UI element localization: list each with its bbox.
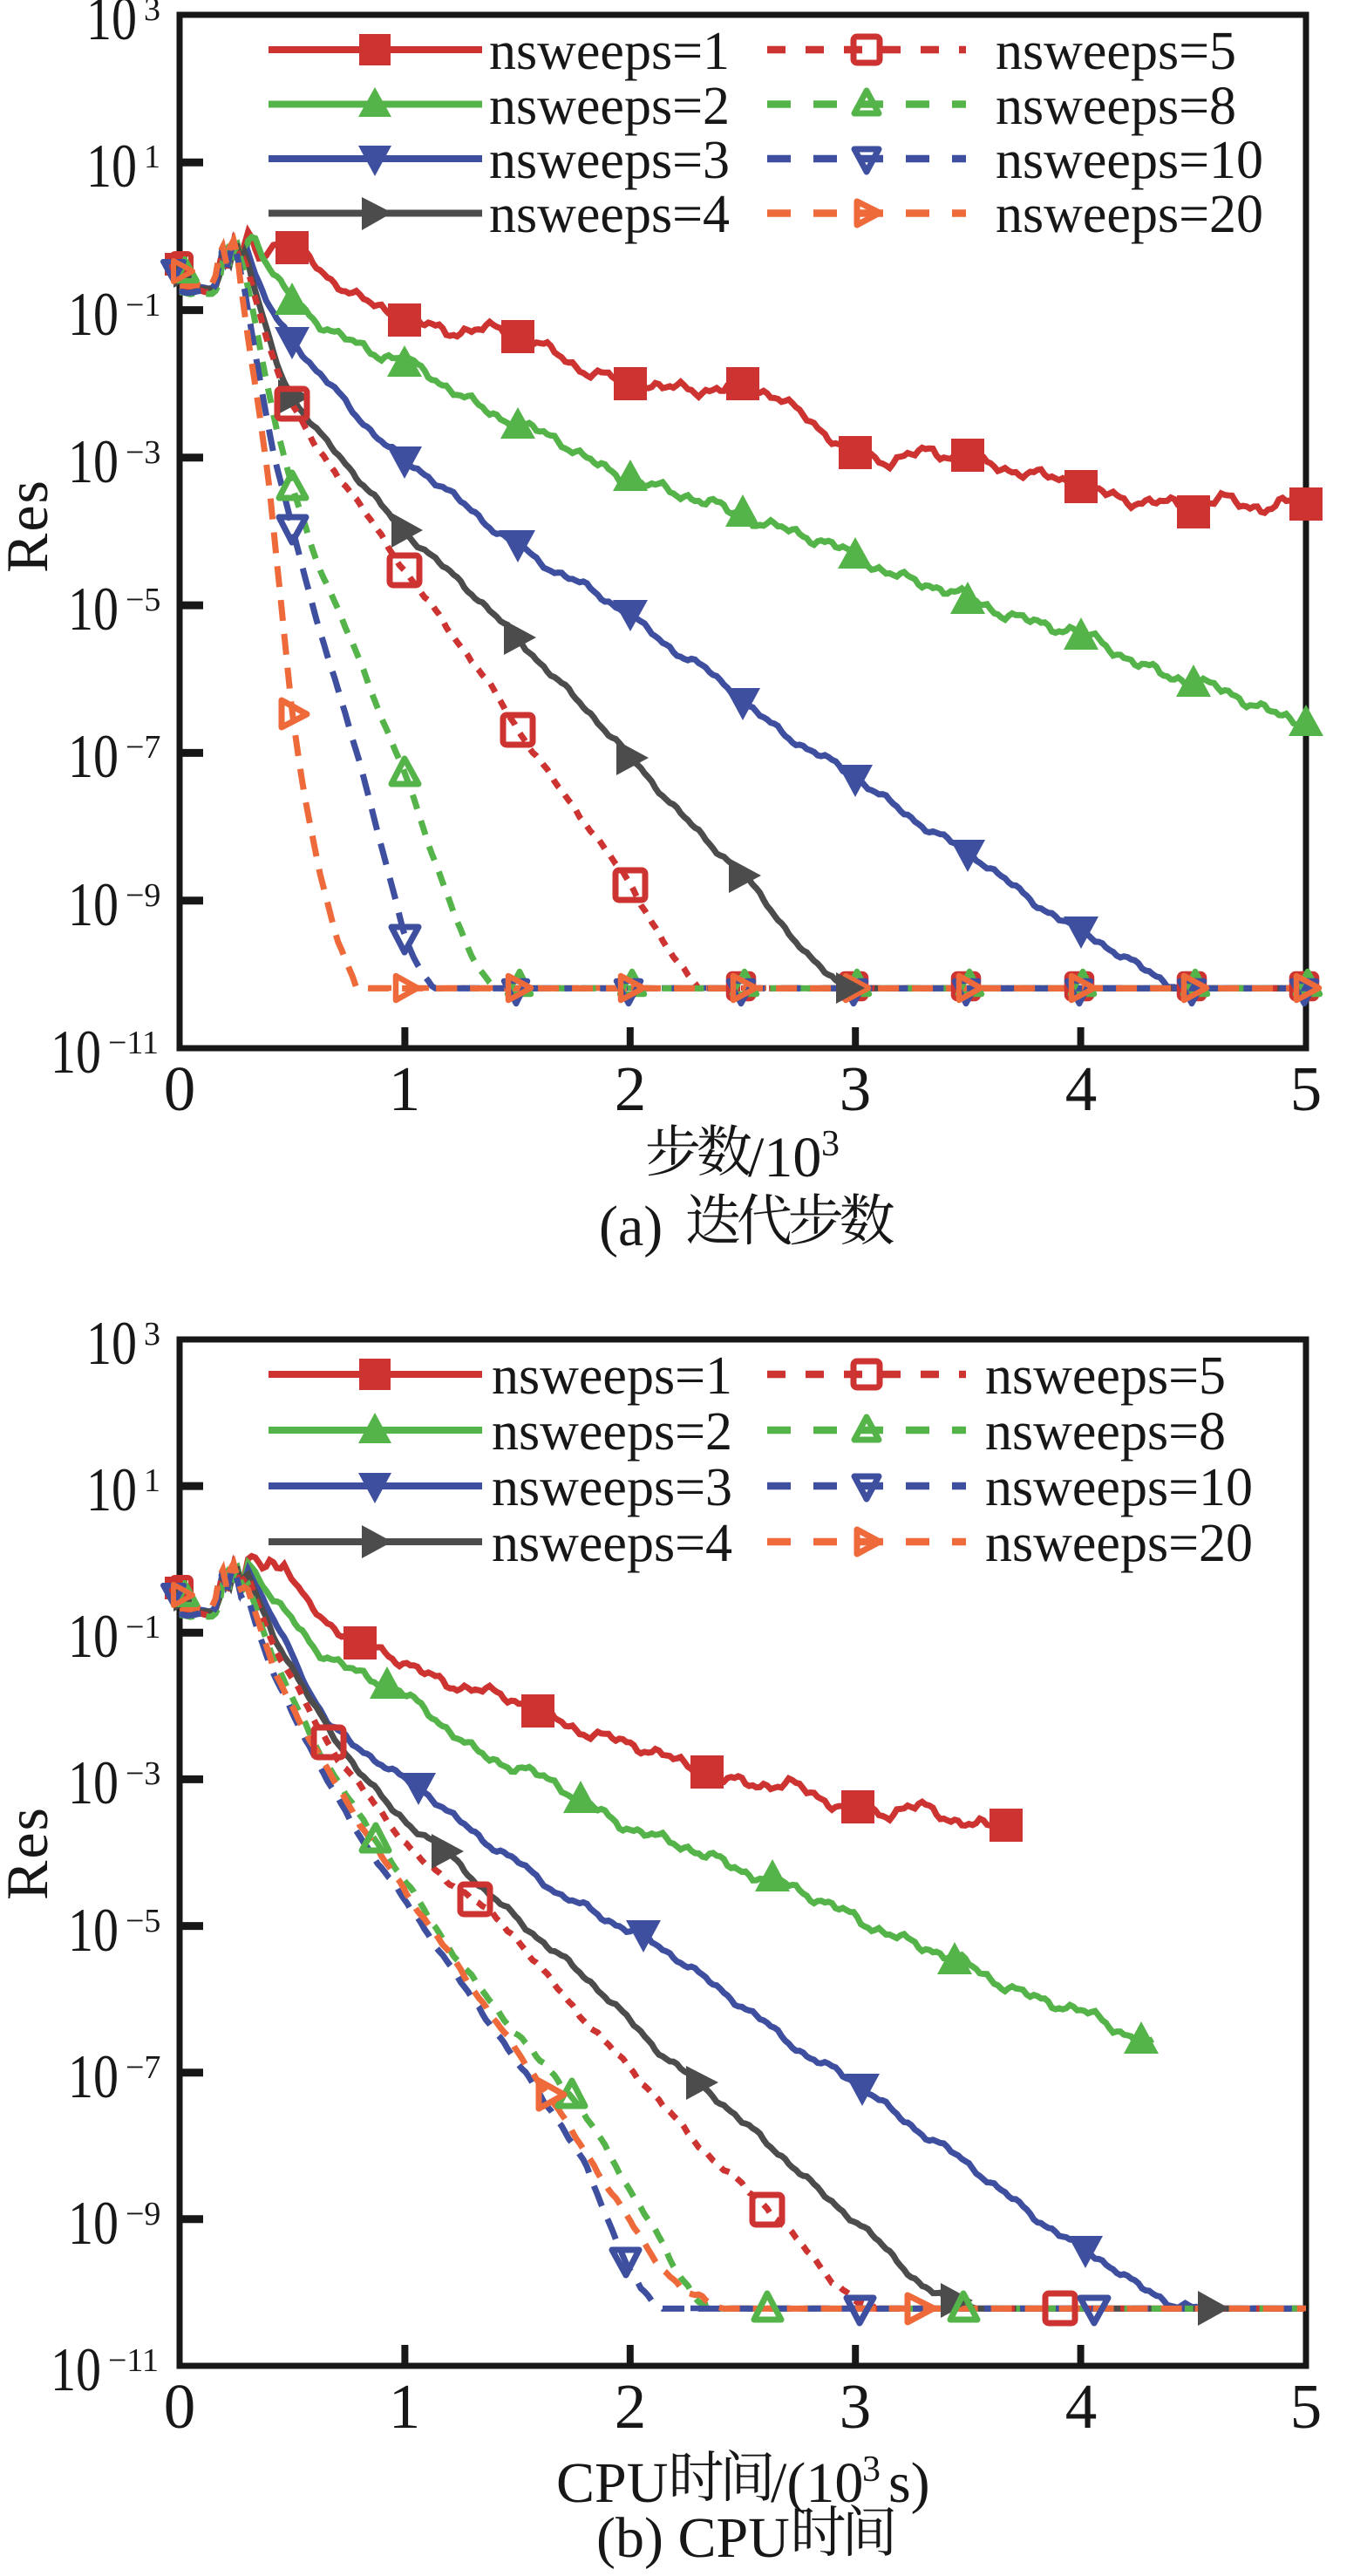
- svg-text:4: 4: [1065, 2371, 1098, 2442]
- svg-text:3: 3: [840, 1053, 872, 1124]
- svg-text:4: 4: [1065, 1053, 1098, 1124]
- svg-text:10: 10: [86, 0, 137, 53]
- svg-text:10: 10: [86, 1456, 137, 1524]
- svg-text:2: 2: [615, 2371, 647, 2442]
- svg-text:1: 1: [144, 139, 160, 175]
- svg-text:10: 10: [68, 576, 119, 644]
- svg-text:s): s): [888, 2451, 930, 2515]
- svg-text:/(10: /(10: [771, 2451, 863, 2515]
- svg-text:nsweeps=8: nsweeps=8: [985, 1402, 1226, 1462]
- svg-text:−5: −5: [126, 1903, 160, 1939]
- svg-text:10: 10: [68, 428, 119, 496]
- svg-text:nsweeps=5: nsweeps=5: [985, 1346, 1226, 1406]
- svg-text:10: 10: [68, 871, 119, 939]
- svg-text:1: 1: [389, 2371, 421, 2442]
- svg-text:0: 0: [164, 2371, 196, 2442]
- svg-text:nsweeps=5: nsweeps=5: [996, 22, 1236, 81]
- svg-text:3: 3: [862, 2450, 881, 2490]
- svg-text:nsweeps=20: nsweeps=20: [985, 1514, 1253, 1573]
- svg-text:10: 10: [68, 2043, 119, 2111]
- svg-text:−11: −11: [108, 2342, 159, 2379]
- svg-text:10: 10: [86, 133, 137, 201]
- svg-text:/10: /10: [748, 1126, 821, 1189]
- svg-text:Res: Res: [0, 480, 60, 573]
- svg-text:nsweeps=4: nsweeps=4: [489, 185, 730, 244]
- svg-text:−3: −3: [126, 1755, 160, 1792]
- svg-text:5: 5: [1290, 1053, 1323, 1124]
- svg-text:0: 0: [164, 1053, 196, 1124]
- svg-text:5: 5: [1290, 2371, 1323, 2442]
- svg-text:10: 10: [68, 723, 119, 791]
- svg-text:1: 1: [144, 1462, 160, 1499]
- svg-text:3: 3: [821, 1124, 840, 1164]
- svg-text:−9: −9: [126, 2196, 160, 2232]
- svg-text:CPU: CPU: [556, 2451, 668, 2515]
- svg-text:nsweeps=2: nsweeps=2: [489, 77, 730, 136]
- svg-text:3: 3: [840, 2371, 872, 2442]
- svg-text:10: 10: [68, 2190, 119, 2258]
- svg-text:−1: −1: [126, 287, 160, 324]
- svg-text:−5: −5: [126, 582, 160, 618]
- svg-text:2: 2: [615, 1053, 647, 1124]
- svg-text:10: 10: [68, 1603, 119, 1671]
- svg-text:−7: −7: [126, 729, 160, 766]
- svg-text:−7: −7: [126, 2049, 160, 2086]
- svg-text:(a): (a): [599, 1195, 663, 1258]
- svg-text:−9: −9: [126, 877, 160, 914]
- svg-text:nsweeps=10: nsweeps=10: [996, 131, 1263, 190]
- svg-text:nsweeps=20: nsweeps=20: [996, 185, 1263, 244]
- svg-text:10: 10: [68, 1897, 119, 1965]
- svg-text:−3: −3: [126, 434, 160, 471]
- svg-text:−11: −11: [108, 1025, 159, 1061]
- svg-text:nsweeps=2: nsweeps=2: [492, 1402, 732, 1462]
- svg-text:nsweeps=10: nsweeps=10: [985, 1458, 1253, 1517]
- svg-text:10: 10: [51, 2336, 101, 2404]
- svg-text:(b) CPU: (b) CPU: [596, 2506, 790, 2570]
- svg-text:1: 1: [389, 1053, 421, 1124]
- svg-text:nsweeps=8: nsweeps=8: [996, 77, 1236, 136]
- svg-text:−1: −1: [126, 1609, 160, 1646]
- svg-text:Res: Res: [0, 1808, 60, 1900]
- svg-text:10: 10: [86, 1310, 137, 1378]
- svg-text:3: 3: [144, 1316, 160, 1353]
- svg-text:10: 10: [68, 1749, 119, 1817]
- svg-text:nsweeps=4: nsweeps=4: [492, 1514, 732, 1573]
- svg-text:nsweeps=3: nsweeps=3: [492, 1458, 732, 1517]
- svg-text:nsweeps=1: nsweeps=1: [489, 22, 730, 81]
- svg-text:nsweeps=3: nsweeps=3: [489, 131, 730, 190]
- svg-text:10: 10: [68, 281, 119, 349]
- svg-text:10: 10: [51, 1019, 101, 1087]
- svg-text:3: 3: [144, 0, 160, 28]
- svg-text:nsweeps=1: nsweeps=1: [492, 1346, 732, 1406]
